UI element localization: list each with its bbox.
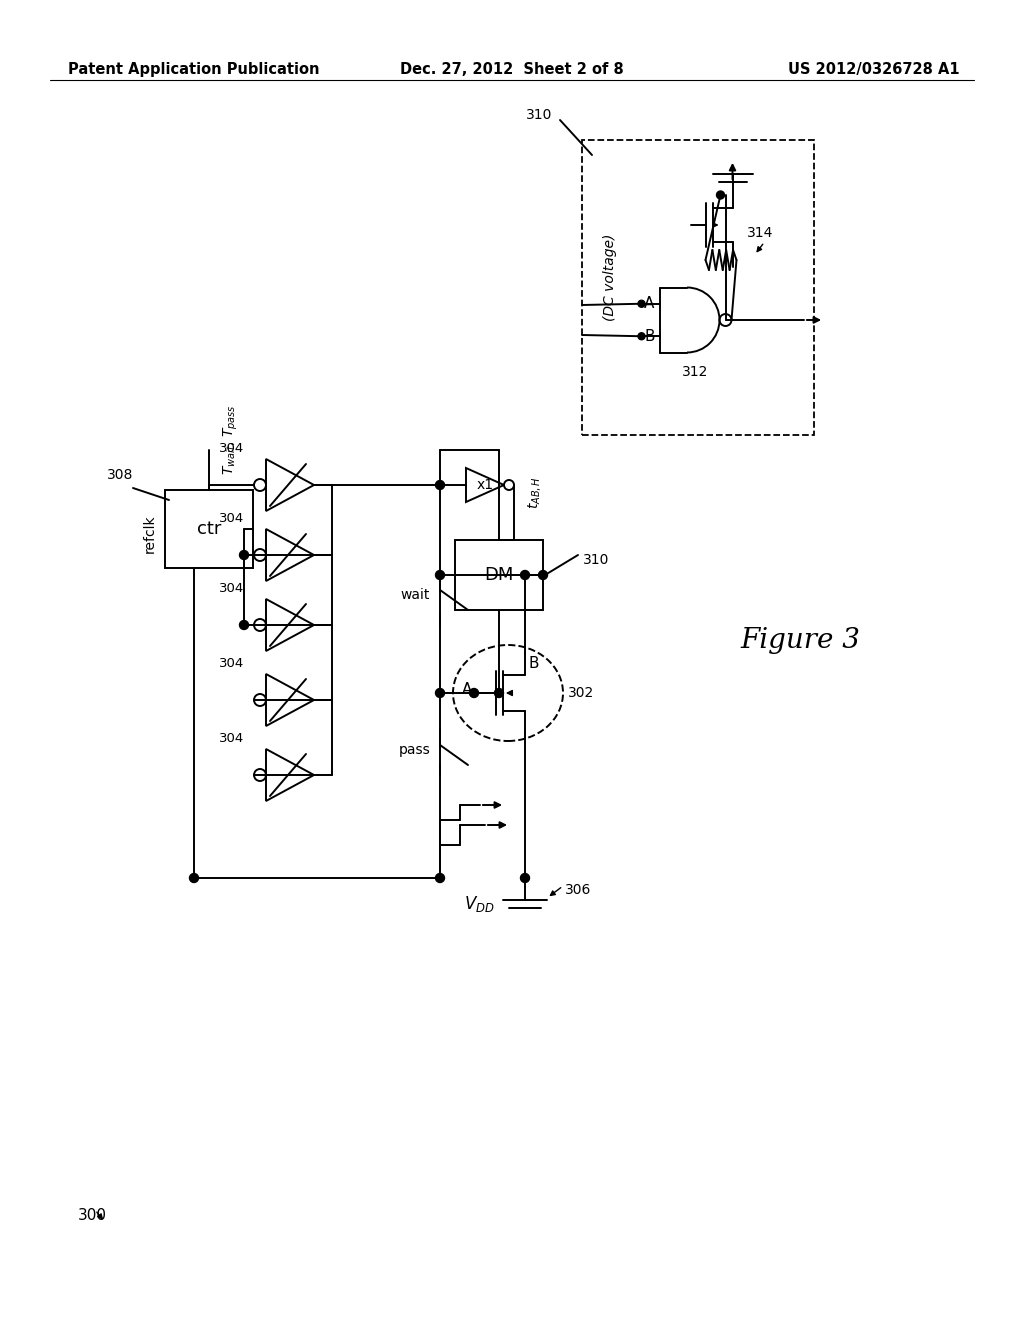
Text: DM: DM [484, 566, 514, 583]
Bar [455, 540, 543, 610]
Text: ctr: ctr [197, 520, 221, 539]
Text: 314: 314 [746, 226, 773, 240]
Text: A: A [462, 682, 472, 697]
Circle shape [520, 570, 529, 579]
Text: 310: 310 [525, 108, 552, 121]
Bar [582, 140, 814, 436]
Circle shape [469, 689, 478, 697]
Circle shape [240, 620, 249, 630]
Circle shape [435, 689, 444, 697]
Circle shape [189, 874, 199, 883]
Text: x1: x1 [476, 478, 494, 492]
Text: Patent Application Publication: Patent Application Publication [68, 62, 319, 77]
Text: wait: wait [400, 587, 430, 602]
Text: 302: 302 [568, 686, 594, 700]
Text: A: A [644, 296, 654, 312]
Circle shape [717, 191, 725, 199]
Text: 308: 308 [106, 469, 133, 482]
Text: 310: 310 [583, 553, 609, 568]
Text: 304: 304 [219, 512, 245, 525]
Text: refclk: refclk [143, 515, 157, 553]
Bar [165, 490, 253, 568]
Text: 304: 304 [219, 582, 245, 595]
Circle shape [435, 874, 444, 883]
Text: B: B [529, 656, 540, 671]
Circle shape [638, 300, 645, 308]
Text: 304: 304 [219, 657, 245, 671]
Text: 312: 312 [682, 364, 709, 379]
Text: US 2012/0326728 A1: US 2012/0326728 A1 [788, 62, 961, 77]
Text: pass: pass [398, 743, 430, 756]
Text: Dec. 27, 2012  Sheet 2 of 8: Dec. 27, 2012 Sheet 2 of 8 [400, 62, 624, 77]
Text: 306: 306 [565, 883, 592, 898]
Circle shape [435, 570, 444, 579]
Text: B: B [644, 329, 654, 343]
Circle shape [435, 480, 444, 490]
Circle shape [240, 550, 249, 560]
Circle shape [520, 874, 529, 883]
Circle shape [638, 333, 645, 339]
Text: $V_{DD}$: $V_{DD}$ [464, 894, 495, 913]
Text: $T_{wait}$, $T_{pass}$: $T_{wait}$, $T_{pass}$ [222, 405, 241, 475]
Text: 300: 300 [78, 1208, 106, 1222]
Text: $t_{AB,H}$: $t_{AB,H}$ [526, 477, 543, 510]
Text: (DC voltage): (DC voltage) [603, 234, 617, 321]
Circle shape [539, 570, 548, 579]
Text: 304: 304 [219, 442, 245, 455]
Text: Figure 3: Figure 3 [740, 627, 860, 653]
Text: 304: 304 [219, 733, 245, 744]
Circle shape [495, 689, 504, 697]
